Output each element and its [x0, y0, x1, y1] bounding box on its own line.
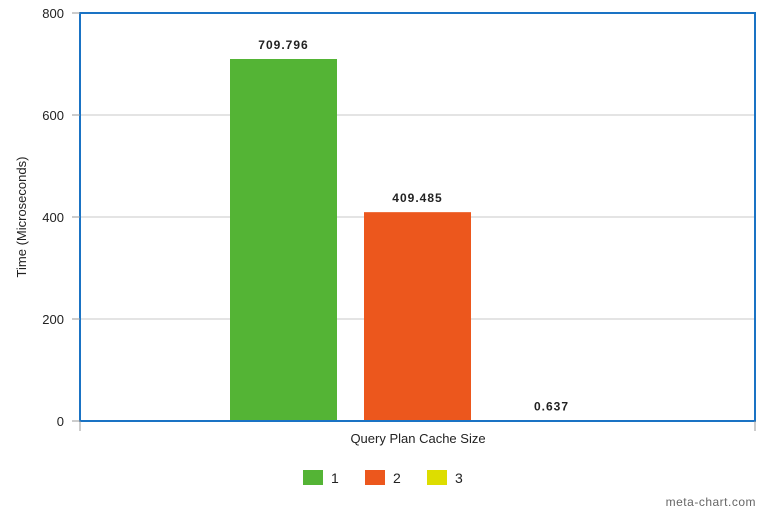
watermark: meta-chart.com: [666, 495, 756, 509]
bar-series-2: [364, 212, 471, 421]
y-tick-label: 200: [42, 312, 64, 327]
legend: 1 2 3: [303, 470, 463, 486]
bar-series-1: [230, 59, 337, 421]
data-label-series-2: 409.485: [392, 191, 442, 205]
x-axis-title: Query Plan Cache Size: [350, 431, 485, 446]
y-tick-label: 800: [42, 6, 64, 21]
legend-label-2[interactable]: 2: [393, 470, 401, 486]
legend-label-3[interactable]: 3: [455, 470, 463, 486]
legend-label-1[interactable]: 1: [331, 470, 339, 486]
y-tick-label: 0: [57, 414, 64, 429]
data-label-series-3: 0.637: [534, 400, 569, 414]
y-tick-label: 600: [42, 108, 64, 123]
bars: [230, 59, 605, 421]
y-tick-label: 400: [42, 210, 64, 225]
data-label-series-1: 709.796: [258, 38, 308, 52]
y-axis-title: Time (Microseconds): [14, 157, 29, 278]
legend-swatch-3[interactable]: [427, 470, 447, 485]
legend-swatch-1[interactable]: [303, 470, 323, 485]
y-axis-ticks: 0 200 400 600 800: [42, 6, 80, 429]
legend-swatch-2[interactable]: [365, 470, 385, 485]
